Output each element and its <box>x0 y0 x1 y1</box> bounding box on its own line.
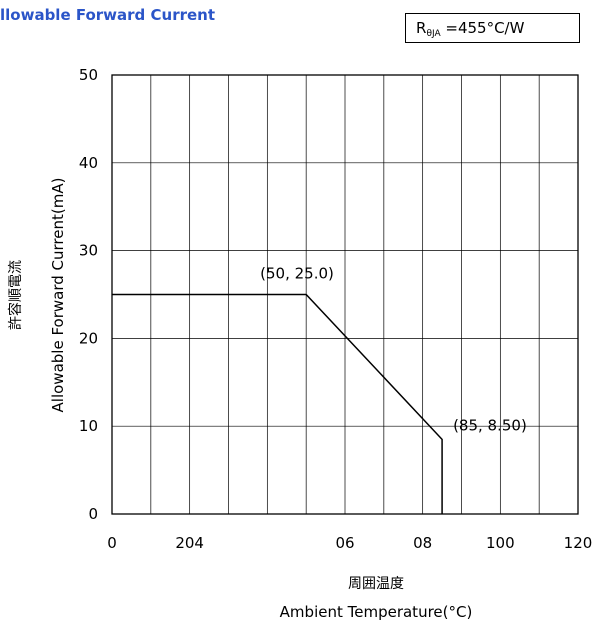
y-tick-label: 30 <box>79 242 98 260</box>
rth-subscript: θJA <box>426 29 441 39</box>
x-tick-label: 08 <box>413 534 432 552</box>
y-tick-label: 50 <box>79 66 98 84</box>
x-axis-label: Ambient Temperature(°C) <box>280 603 473 621</box>
x-tick-labels: 0 204 06 08 100 120 <box>107 534 592 552</box>
x-axis-label-ja: 周囲温度 <box>348 576 404 592</box>
y-axis-label: Allowable Forward Current(mA) <box>49 178 67 413</box>
derating-curve <box>112 293 443 514</box>
annotation-label: (50, 25.0) <box>260 265 334 283</box>
series-layer <box>112 293 443 514</box>
x-tick-label: 120 <box>564 534 593 552</box>
y-tick-label: 40 <box>79 154 98 172</box>
grid-lines <box>112 75 578 514</box>
annotation-label: (85, 8.50) <box>453 416 527 434</box>
thermal-resistance-box: RθJA =455°C/W <box>405 13 580 43</box>
y-tick-label: 20 <box>79 329 98 347</box>
x-tick-label: 06 <box>335 534 354 552</box>
chart-title: llowable Forward Current <box>0 6 216 24</box>
y-axis-label-ja: 許容順電流 <box>7 260 24 330</box>
rth-value: =455°C/W <box>440 19 525 37</box>
y-tick-label: 0 <box>88 505 98 523</box>
x-tick-label: 100 <box>486 534 515 552</box>
plot-frame <box>111 74 579 515</box>
rth-symbol: R <box>416 19 427 37</box>
x-tick-label: 0 <box>107 534 117 552</box>
x-tick-label: 204 <box>175 534 204 552</box>
y-tick-label: 10 <box>79 417 98 435</box>
annotations: (50, 25.0) (85, 8.50) <box>260 265 527 435</box>
y-tick-labels: 0 10 20 30 40 50 <box>79 66 98 523</box>
